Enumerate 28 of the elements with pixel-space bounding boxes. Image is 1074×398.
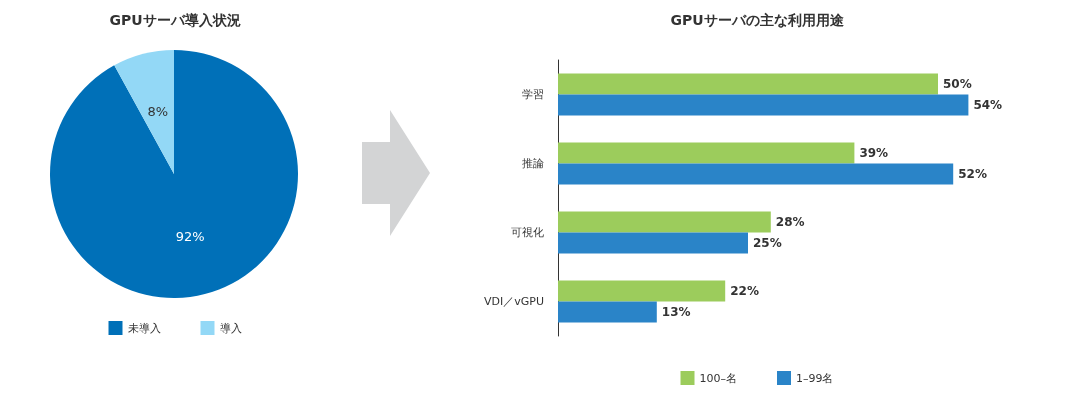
data-label: 13% — [661, 305, 691, 319]
data-label: 92% — [175, 229, 205, 245]
y-tick-label: 推論 — [522, 157, 544, 170]
y-tick-label: 可視化 — [511, 226, 544, 239]
data-label: 22% — [730, 284, 759, 298]
data-label: 50% — [943, 77, 972, 91]
bar — [558, 94, 969, 116]
data-label: 8% — [147, 103, 169, 119]
y-tick-label: VDI／vGPU — [484, 295, 544, 308]
bar — [558, 211, 771, 233]
y-tick-label: 学習 — [522, 88, 544, 101]
legend-label: 未導入 — [127, 321, 161, 335]
legend-label: 1–99名 — [796, 371, 834, 385]
bar — [558, 142, 855, 164]
chart-title: GPUサーバ導入状況 — [109, 12, 241, 28]
bar — [558, 73, 938, 95]
legend-label: 100–名 — [699, 371, 737, 385]
legend-label: 導入 — [219, 321, 242, 335]
chart-title: GPUサーバの主な利用用途 — [670, 12, 845, 28]
data-label: 25% — [753, 236, 782, 250]
data-label: 28% — [775, 215, 805, 229]
bar — [558, 301, 657, 323]
bar — [558, 232, 748, 254]
bar — [558, 163, 954, 185]
data-label: 54% — [973, 98, 1003, 112]
bar — [558, 280, 726, 302]
data-label: 39% — [859, 146, 889, 160]
data-label: 52% — [958, 167, 987, 181]
